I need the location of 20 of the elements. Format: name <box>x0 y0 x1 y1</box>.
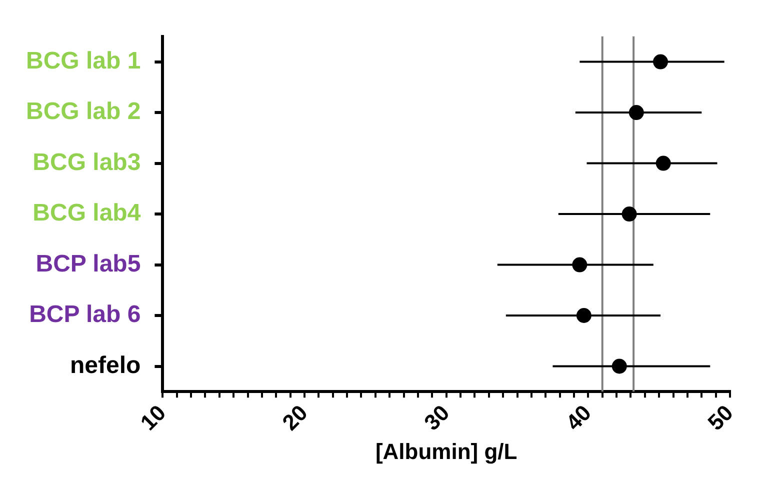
y-tick-label: nefelo <box>70 352 141 379</box>
point <box>576 308 592 324</box>
point <box>622 206 637 222</box>
x-tick-label: 30 <box>419 400 454 436</box>
y-tick-label: BCP lab 6 <box>29 301 141 328</box>
y-tick-label: BCG lab 1 <box>26 47 141 74</box>
point <box>656 156 671 171</box>
x-tick-label: 50 <box>702 400 738 436</box>
y-tick-label: BCP lab5 <box>36 250 141 278</box>
point <box>612 358 627 374</box>
x-tick-label: 40 <box>561 400 596 436</box>
y-tick-label: BCG lab3 <box>32 148 141 176</box>
x-tick-label: 10 <box>136 400 171 436</box>
y-tick-label: BCG lab4 <box>32 200 142 227</box>
point <box>572 257 588 272</box>
y-tick-label: BCG lab 2 <box>26 98 141 126</box>
point <box>653 54 668 70</box>
point <box>628 105 644 120</box>
x-tick-label: 20 <box>277 400 312 436</box>
x-axis-title: [Albumin] g/L <box>375 438 518 464</box>
